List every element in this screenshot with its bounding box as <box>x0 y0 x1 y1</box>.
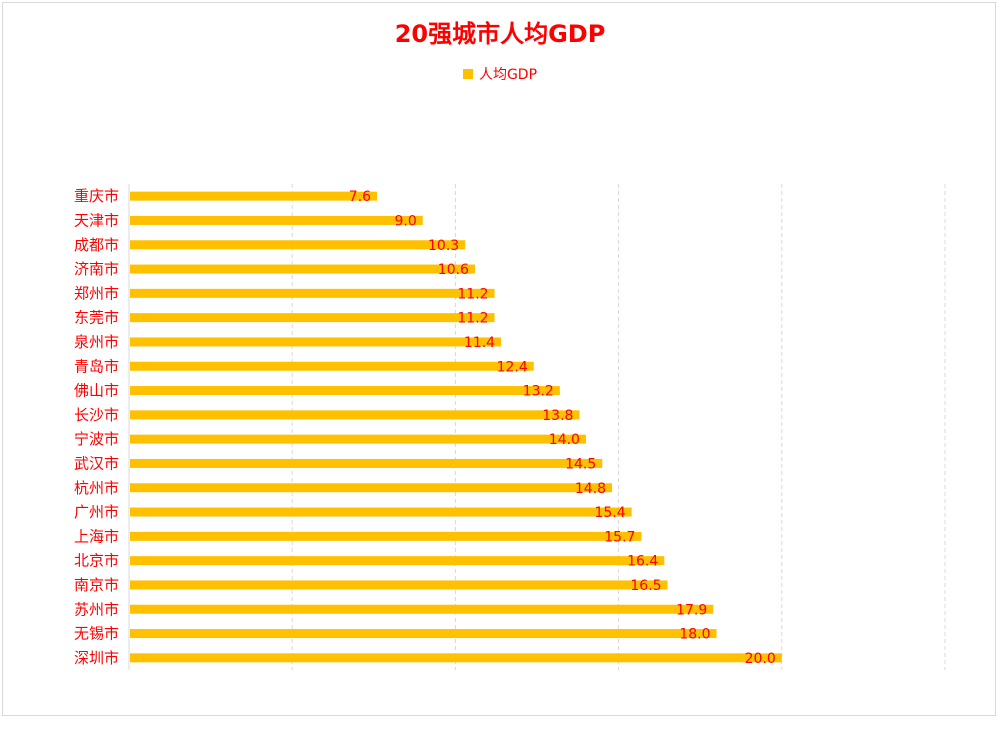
bar <box>130 629 717 639</box>
data-label: 16.4 <box>627 554 658 570</box>
legend-label: 人均GDP <box>478 67 538 83</box>
bar <box>130 264 475 274</box>
data-label: 18.0 <box>679 627 710 643</box>
bar <box>130 604 714 614</box>
category-label: 佛山市 <box>74 382 119 400</box>
category-label: 南京市 <box>74 576 119 594</box>
bar <box>130 507 632 517</box>
data-label: 10.6 <box>438 262 469 278</box>
bar <box>130 653 782 663</box>
chart-title: 20强城市人均GDP <box>394 20 606 48</box>
data-label: 11.2 <box>457 286 488 302</box>
bar <box>130 361 534 371</box>
bar <box>130 386 560 396</box>
data-label: 7.6 <box>349 189 371 205</box>
data-label: 16.5 <box>630 578 661 594</box>
data-label: 13.2 <box>523 384 554 400</box>
chart-frame <box>2 2 996 716</box>
category-label: 济南市 <box>74 260 119 278</box>
data-label: 10.3 <box>428 238 459 254</box>
bar <box>130 458 603 468</box>
bar <box>130 483 613 493</box>
data-label: 14.5 <box>565 456 596 472</box>
bar <box>130 313 495 323</box>
bar <box>130 288 495 298</box>
bar <box>130 531 642 541</box>
category-label: 东莞市 <box>74 309 119 327</box>
category-label: 泉州市 <box>74 333 119 351</box>
category-label: 无锡市 <box>74 625 119 643</box>
category-label: 青岛市 <box>74 357 119 375</box>
bar <box>130 337 502 347</box>
category-label: 苏州市 <box>74 600 119 618</box>
data-label: 11.2 <box>457 311 488 327</box>
category-label: 广州市 <box>74 503 119 521</box>
data-label: 20.0 <box>745 651 776 667</box>
data-label: 12.4 <box>497 359 528 375</box>
chart-legend: 人均GDP <box>0 64 1000 84</box>
bar <box>130 410 580 420</box>
data-label: 14.0 <box>549 432 580 448</box>
bar <box>130 556 665 566</box>
category-label: 北京市 <box>74 552 119 570</box>
category-label: 天津市 <box>74 211 119 229</box>
data-label: 9.0 <box>394 213 416 229</box>
data-label: 17.9 <box>676 602 707 618</box>
bar <box>130 191 378 201</box>
category-label: 重庆市 <box>74 187 119 205</box>
bar <box>130 215 423 225</box>
data-label: 11.4 <box>464 335 495 351</box>
category-label: 长沙市 <box>74 406 119 424</box>
bar <box>130 580 668 590</box>
data-label: 15.7 <box>604 529 635 545</box>
category-label: 深圳市 <box>74 649 119 667</box>
category-label: 郑州市 <box>74 284 119 302</box>
category-label: 宁波市 <box>74 430 119 448</box>
data-label: 15.4 <box>594 505 625 521</box>
category-label: 上海市 <box>74 527 119 545</box>
bar <box>130 434 586 444</box>
category-label: 杭州市 <box>74 479 119 497</box>
category-label: 武汉市 <box>74 454 119 472</box>
data-label: 14.8 <box>575 481 606 497</box>
bar <box>130 240 466 250</box>
data-label: 13.8 <box>542 408 573 424</box>
category-label: 成都市 <box>74 236 119 254</box>
legend-swatch <box>462 69 473 79</box>
